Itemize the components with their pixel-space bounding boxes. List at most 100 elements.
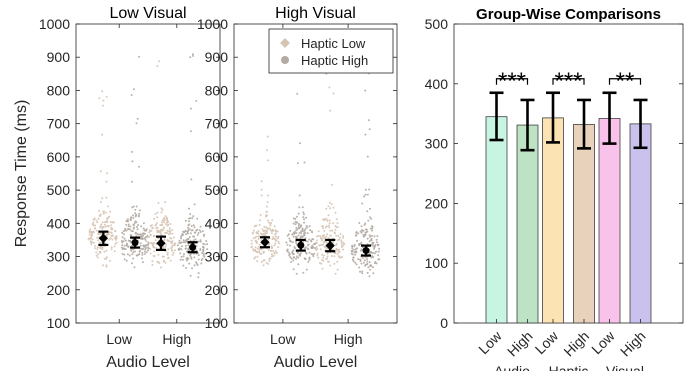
raw-data-point — [128, 228, 131, 231]
raw-data-point — [157, 261, 160, 263]
raw-data-point — [148, 230, 151, 233]
raw-data-point — [94, 224, 97, 227]
raw-data-point — [187, 224, 190, 227]
raw-data-point — [100, 232, 102, 235]
raw-data-point — [306, 244, 309, 247]
raw-data-point — [295, 226, 298, 229]
x-tick-label: High — [334, 331, 363, 347]
raw-data-point — [374, 252, 376, 255]
panel-title: Group-Wise Comparisons — [476, 6, 661, 23]
raw-data-point — [98, 241, 101, 244]
raw-data-point — [369, 216, 371, 219]
raw-data-point — [184, 219, 187, 222]
raw-data-point — [352, 248, 355, 251]
raw-data-point — [315, 249, 318, 251]
raw-data-point — [197, 254, 200, 257]
raw-data-point — [197, 240, 200, 243]
raw-data-point — [259, 214, 262, 216]
raw-data-point — [332, 92, 335, 95]
raw-data-point — [145, 240, 148, 243]
raw-data-point — [322, 241, 325, 244]
raw-data-point — [257, 238, 260, 240]
y-tick-label: 100 — [47, 315, 71, 331]
raw-data-point — [364, 133, 367, 136]
raw-data-point — [197, 276, 200, 279]
raw-data-point — [351, 247, 354, 250]
raw-data-point — [130, 234, 132, 237]
raw-data-point — [166, 224, 169, 227]
raw-data-point — [304, 246, 307, 249]
raw-data-point — [360, 262, 363, 265]
raw-data-point — [298, 206, 301, 209]
raw-data-point — [152, 234, 155, 237]
panel-title: High Visual — [275, 5, 356, 22]
raw-data-point — [272, 235, 275, 238]
raw-data-point — [254, 248, 257, 251]
raw-data-point — [137, 253, 140, 256]
raw-data-point — [130, 248, 133, 251]
raw-data-point — [298, 194, 301, 197]
raw-data-point — [292, 232, 295, 235]
y-tick-label: 200 — [205, 282, 229, 298]
raw-data-point — [352, 260, 355, 263]
raw-data-point — [153, 217, 155, 220]
raw-data-point — [269, 224, 272, 227]
raw-data-point — [267, 221, 270, 224]
raw-data-point — [258, 243, 261, 246]
raw-data-point — [334, 228, 337, 231]
raw-data-point — [370, 237, 373, 240]
raw-data-point — [195, 262, 198, 265]
raw-data-point — [324, 226, 327, 229]
raw-data-point — [160, 207, 163, 210]
raw-data-point — [201, 230, 204, 233]
mean-marker — [260, 237, 270, 247]
raw-data-point — [299, 237, 302, 240]
raw-data-point — [161, 208, 164, 211]
raw-data-point — [110, 248, 113, 251]
raw-data-point — [89, 240, 92, 243]
raw-data-point — [312, 238, 315, 241]
raw-data-point — [294, 220, 297, 223]
raw-data-point — [141, 257, 143, 260]
raw-data-point — [189, 56, 192, 59]
raw-data-point — [270, 232, 273, 235]
raw-data-point — [375, 262, 378, 265]
raw-data-point — [364, 89, 367, 92]
raw-data-point — [156, 229, 159, 232]
raw-data-point — [102, 212, 105, 215]
raw-data-point — [146, 234, 149, 237]
raw-data-point — [180, 255, 183, 258]
raw-data-point — [101, 90, 104, 93]
y-tick-label: 500 — [425, 16, 449, 32]
y-tick-label: 800 — [205, 82, 229, 98]
raw-data-point — [109, 237, 112, 240]
raw-data-point — [171, 244, 174, 247]
raw-data-point — [165, 217, 168, 220]
raw-data-point — [255, 231, 258, 234]
raw-data-point — [101, 227, 104, 230]
raw-data-point — [296, 92, 299, 95]
raw-data-point — [374, 244, 377, 246]
raw-data-point — [94, 244, 97, 247]
raw-data-point — [97, 253, 100, 256]
raw-data-point — [134, 232, 137, 235]
raw-data-point — [98, 97, 101, 100]
raw-data-point — [198, 229, 201, 232]
y-tick-label: 900 — [205, 49, 229, 65]
raw-data-point — [140, 225, 143, 228]
raw-data-point — [360, 241, 363, 244]
raw-data-point — [373, 262, 376, 265]
raw-data-point — [147, 241, 150, 244]
raw-data-point — [304, 227, 307, 230]
raw-data-point — [363, 223, 366, 226]
raw-data-point — [131, 230, 134, 233]
raw-data-point — [305, 224, 308, 227]
raw-data-point — [97, 217, 100, 220]
raw-data-point — [138, 55, 140, 58]
raw-data-point — [286, 243, 289, 246]
raw-data-point — [263, 250, 265, 253]
raw-data-point — [164, 232, 167, 235]
raw-data-point — [114, 243, 117, 245]
raw-data-point — [328, 86, 331, 89]
